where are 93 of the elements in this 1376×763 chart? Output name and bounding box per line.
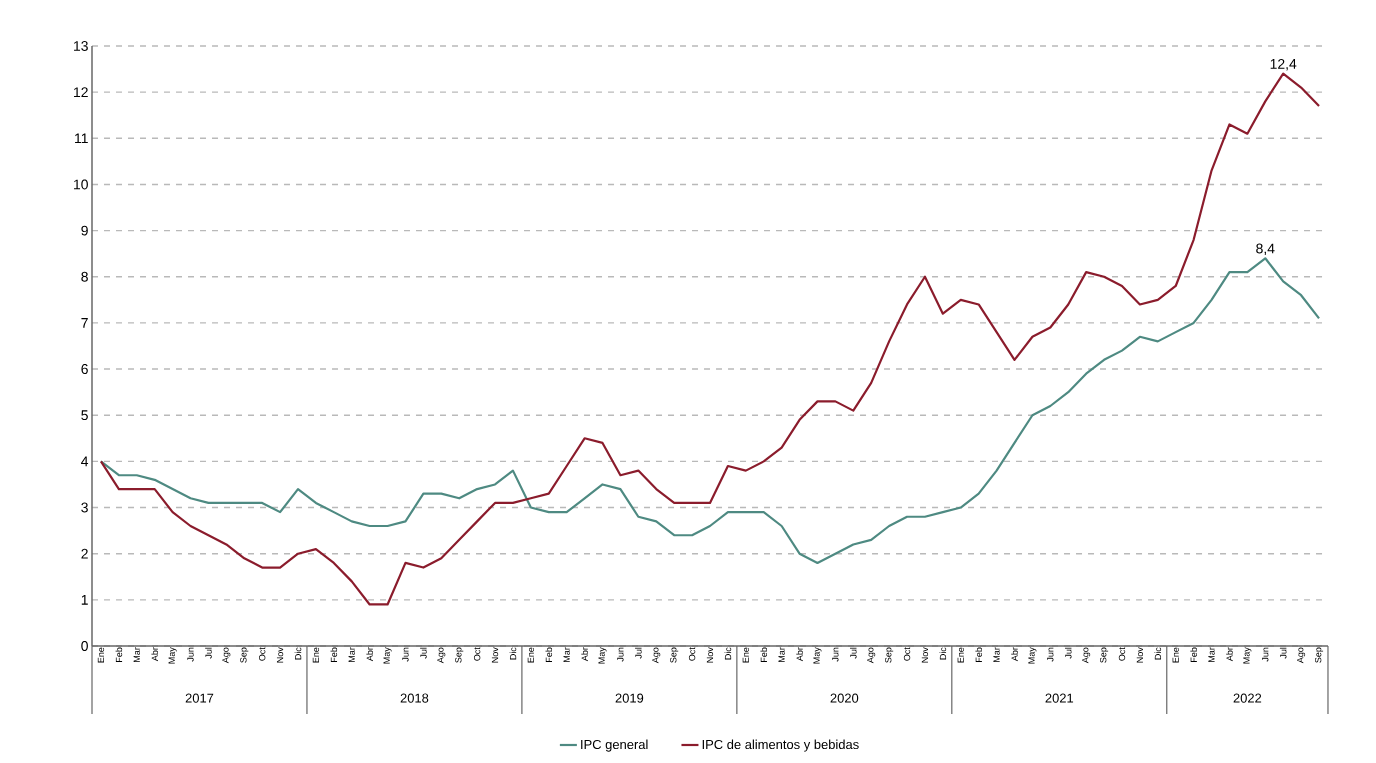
- y-tick-label: 8: [81, 271, 88, 282]
- x-tick-label: Jul: [1064, 647, 1072, 659]
- x-tick-label: Ago: [222, 647, 231, 664]
- x-tick-label: Feb: [975, 647, 982, 662]
- x-tick-label: May: [1028, 647, 1037, 664]
- x-tick-label: Ago: [867, 647, 876, 664]
- y-tick-label: 2: [81, 548, 88, 559]
- data-label: 8,4: [1256, 243, 1275, 256]
- y-tick-label: 5: [81, 410, 88, 421]
- x-tick-label: Abr: [1011, 647, 1018, 662]
- y-tick-label: 12: [74, 87, 88, 98]
- x-tick-label: Jul: [850, 647, 857, 659]
- x-tick-label: Mar: [348, 647, 355, 662]
- x-tick-label: May: [813, 647, 822, 664]
- x-tick-label: Dic: [509, 647, 517, 660]
- y-tick-label: 10: [74, 179, 88, 190]
- x-tick-label: Abr: [151, 647, 158, 662]
- y-tick-label: 3: [81, 502, 88, 513]
- x-tick-label: Sep: [240, 647, 249, 663]
- x-tick-label: May: [168, 647, 177, 664]
- x-tick-label: Abr: [796, 647, 803, 662]
- x-tick-label: Oct: [688, 647, 696, 661]
- x-tick-label: Abr: [581, 647, 588, 662]
- x-tick-label: Jun: [617, 647, 624, 662]
- x-tick-label: Abr: [1226, 647, 1233, 662]
- x-tick-label: May: [598, 647, 607, 664]
- x-tick-label: Feb: [1190, 647, 1197, 662]
- data-label: 12,4: [1270, 58, 1297, 71]
- x-tick-label: Jun: [1047, 647, 1054, 662]
- text: 2020: [830, 693, 859, 703]
- x-tick-label: Jun: [402, 647, 409, 662]
- x-tick-label: Ene: [1172, 647, 1179, 663]
- x-tick-label: Sep: [885, 647, 894, 663]
- x-tick-label: Ago: [652, 647, 661, 664]
- x-tick-label: Jun: [1262, 647, 1269, 662]
- x-tick-label: Nov: [706, 647, 714, 663]
- x-tick-label: Dic: [1154, 647, 1162, 660]
- x-tick-label: Ago: [1082, 647, 1091, 664]
- x-tick-label: Feb: [330, 647, 338, 662]
- x-tick-label: Nov: [491, 647, 499, 663]
- x-tick-label: Oct: [1118, 647, 1126, 661]
- x-tick-label: May: [1243, 647, 1252, 664]
- text: 2021: [1045, 693, 1074, 703]
- x-tick-label: Dic: [294, 647, 302, 660]
- x-tick-label: Ene: [957, 647, 964, 663]
- x-tick-label: Oct: [258, 647, 266, 661]
- x-tick-label: Feb: [760, 647, 768, 662]
- x-tick-label: Sep: [455, 647, 464, 663]
- y-tick-label: 0: [81, 641, 88, 651]
- x-tick-label: Nov: [1136, 647, 1144, 663]
- x-tick-label: Jul: [635, 647, 642, 659]
- x-tick-label: Nov: [276, 647, 284, 663]
- x-tick-label: Ene: [312, 647, 320, 663]
- x-tick-label: Ago: [1297, 647, 1306, 664]
- x-tick-label: Sep: [670, 647, 679, 663]
- y-tick-label: 4: [81, 456, 89, 467]
- x-tick-label: Mar: [563, 647, 570, 662]
- y-tick-label: 13: [74, 41, 88, 51]
- legend-label: IPC de alimentos y bebidas: [702, 739, 859, 752]
- x-tick-label: Sep: [1100, 647, 1109, 663]
- x-tick-label: Feb: [545, 647, 553, 662]
- y-tick-label: 7: [81, 318, 88, 328]
- text: 2022: [1233, 693, 1262, 703]
- x-tick-label: Sep: [1314, 647, 1324, 663]
- x-tick-label: Mar: [133, 647, 140, 662]
- text: 2018: [400, 693, 429, 703]
- x-tick-label: Oct: [903, 647, 911, 661]
- x-tick-label: Ene: [742, 647, 749, 663]
- x-tick-label: Mar: [1208, 647, 1215, 662]
- x-tick-label: Ene: [97, 647, 105, 663]
- x-tick-label: Mar: [993, 647, 1000, 662]
- x-tick-label: Nov: [921, 647, 929, 663]
- x-tick-label: Abr: [366, 647, 373, 662]
- text: 2017: [185, 693, 214, 703]
- y-tick-label: 1: [81, 595, 88, 605]
- x-tick-label: Jul: [420, 647, 427, 659]
- x-tick-label: Ago: [437, 647, 446, 664]
- x-tick-label: Oct: [473, 647, 481, 661]
- y-tick-label: 6: [81, 364, 88, 375]
- x-tick-label: Ene: [527, 647, 534, 663]
- x-tick-label: Dic: [939, 647, 947, 660]
- y-tick-label: 11: [75, 133, 88, 144]
- x-tick-label: Jun: [187, 647, 194, 662]
- x-tick-label: Jul: [1279, 647, 1287, 659]
- x-tick-label: Dic: [724, 647, 732, 660]
- y-tick-label: 9: [81, 225, 88, 236]
- x-tick-label: Jun: [832, 647, 839, 662]
- x-tick-label: Jul: [205, 647, 212, 659]
- x-tick-label: May: [383, 647, 392, 664]
- x-tick-label: Mar: [778, 647, 785, 662]
- x-tick-label: Feb: [115, 647, 123, 662]
- legend-label: IPC general: [581, 739, 648, 752]
- text: 2019: [615, 693, 644, 703]
